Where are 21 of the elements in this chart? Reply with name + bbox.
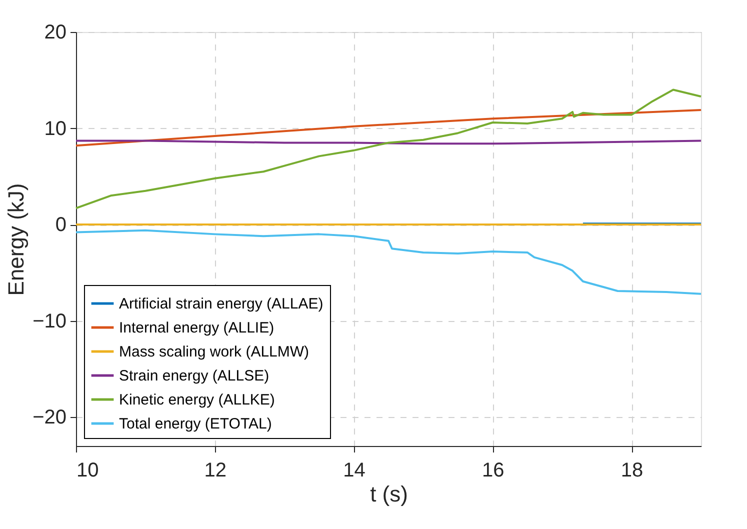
legend-label: Artificial strain energy (ALLAE): [119, 296, 324, 312]
x-tick-label: 18: [620, 460, 644, 482]
legend-label: Total energy (ETOTAL): [119, 416, 272, 432]
x-tick-label: 16: [482, 460, 504, 482]
y-tick-label: −10: [32, 310, 66, 332]
legend-label: Internal energy (ALLIE): [119, 320, 274, 336]
x-tick-label: 14: [343, 460, 366, 482]
y-tick-label: 20: [44, 22, 66, 44]
y-tick-label: 0: [55, 214, 66, 236]
legend-label: Kinetic energy (ALLKE): [119, 392, 275, 408]
y-tick-label: −20: [32, 406, 66, 429]
y-axis-title: Energy (kJ): [4, 183, 29, 296]
x-axis-title: t (s): [370, 482, 408, 506]
legend-label: Strain energy (ALLSE): [119, 368, 270, 384]
x-tick-label: 10: [76, 460, 99, 482]
y-tick-label: 10: [44, 118, 66, 140]
x-tick-label: 12: [204, 460, 227, 482]
legend-label: Mass scaling work (ALLMW): [119, 344, 310, 360]
line-series: [75, 108, 702, 147]
line-series: [75, 88, 702, 210]
line-series: [75, 229, 702, 295]
